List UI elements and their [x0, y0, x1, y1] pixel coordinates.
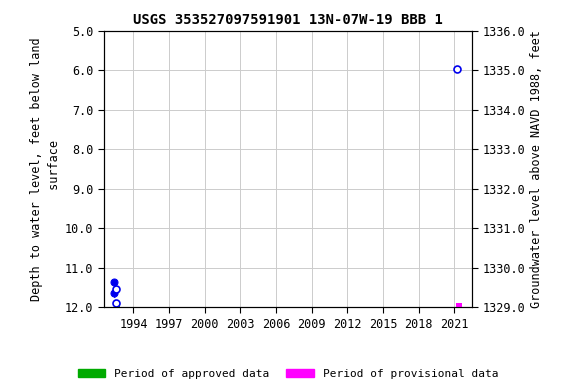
Legend: Period of approved data, Period of provisional data: Period of approved data, Period of provi…	[78, 369, 498, 379]
Title: USGS 353527097591901 13N-07W-19 BBB 1: USGS 353527097591901 13N-07W-19 BBB 1	[133, 13, 443, 27]
Y-axis label: Depth to water level, feet below land
 surface: Depth to water level, feet below land su…	[29, 37, 60, 301]
Y-axis label: Groundwater level above NAVD 1988, feet: Groundwater level above NAVD 1988, feet	[530, 30, 543, 308]
